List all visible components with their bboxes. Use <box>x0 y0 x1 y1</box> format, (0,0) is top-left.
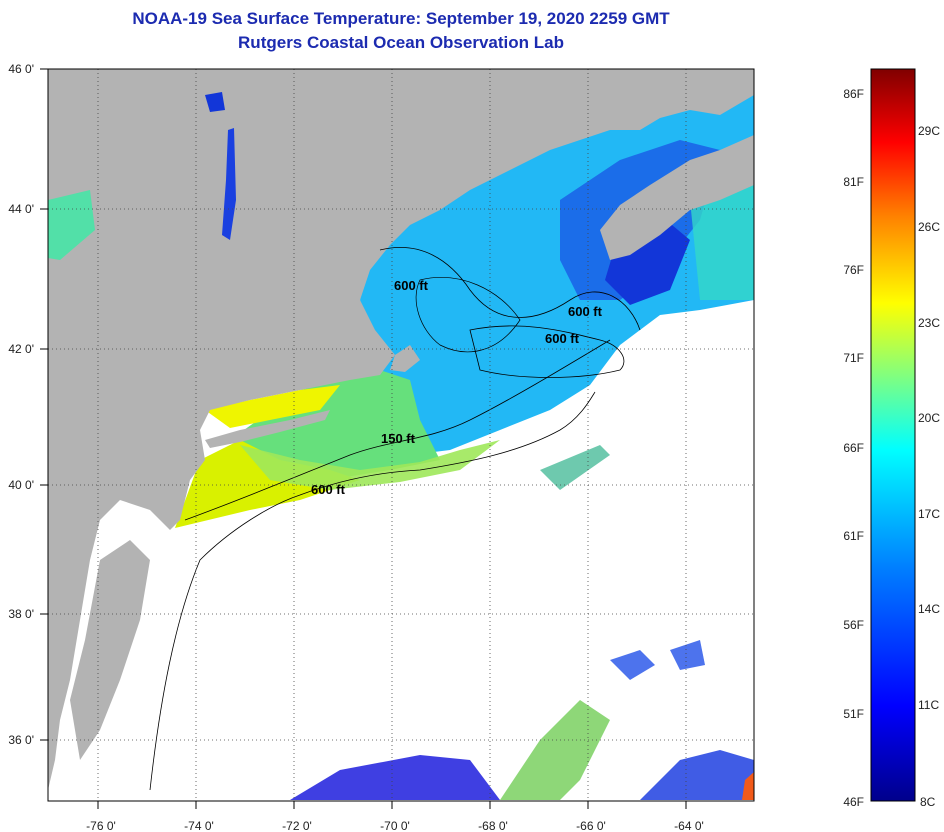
colorbar-label-f: 66F <box>843 441 864 455</box>
sst-offshore-streak <box>290 755 500 800</box>
sst-eastern-shelf <box>690 175 754 300</box>
contour-600ft-georges <box>469 325 625 378</box>
colorbar-label-f: 46F <box>843 795 864 809</box>
sst-long-island-sound <box>205 385 340 428</box>
contour-label-150ft: 150 ft <box>381 431 416 446</box>
sst-map: 600 ft 600 ft 600 ft 150 ft 600 ft -76 0… <box>8 62 755 832</box>
colorbar-label-c: 26C <box>918 220 940 234</box>
colorbar-label-c: 14C <box>918 602 940 616</box>
colorbar-label-f: 61F <box>843 529 864 543</box>
lon-label: -68 0' <box>478 819 508 832</box>
colorbar-label-c: 20C <box>918 411 940 425</box>
sst-offshore-warm-streak <box>500 700 610 800</box>
graticule <box>48 69 754 801</box>
contour-label-600ft-georges: 600 ft <box>545 331 580 346</box>
lat-label: 42 0' <box>8 342 34 356</box>
lon-label: -64 0' <box>674 819 704 832</box>
sst-offshore-blue-1 <box>640 750 754 800</box>
lat-label: 46 0' <box>8 62 34 76</box>
land-delmarva <box>70 540 150 760</box>
map-subtitle: Rutgers Coastal Ocean Observation Lab <box>238 33 564 52</box>
lon-label: -76 0' <box>86 819 116 832</box>
colorbar-label-f: 86F <box>843 87 864 101</box>
colorbar-label-f: 76F <box>843 263 864 277</box>
land-mainland <box>48 69 754 790</box>
sst-offshore-blue-2 <box>610 650 655 680</box>
colorbar-celsius-labels: 29C 26C 23C 20C 17C 14C 11C 8C <box>918 124 940 809</box>
land-nova-scotia <box>600 135 754 260</box>
colorbar-label-f: 56F <box>843 618 864 632</box>
lon-label: -74 0' <box>184 819 214 832</box>
land-long-island <box>205 410 330 448</box>
lat-label: 36 0' <box>8 733 34 747</box>
contour-150ft <box>184 339 611 521</box>
sst-gulf-stream-patch <box>540 445 610 490</box>
colorbar-label-f: 71F <box>843 351 864 365</box>
contour-600ft-gulf <box>379 247 641 331</box>
contour-label-600ft-ne: 600 ft <box>568 304 603 319</box>
sst-southern-edge <box>240 440 500 490</box>
lake-ontario <box>48 190 95 260</box>
lon-label: -66 0' <box>576 819 606 832</box>
colorbar-fahrenheit-labels: 86F 81F 76F 71F 66F 61F 56F 51F 46F <box>843 87 864 809</box>
contour-label-600ft-gulf: 600 ft <box>394 278 429 293</box>
map-title: NOAA-19 Sea Surface Temperature: Septemb… <box>132 9 670 28</box>
contour-basin-inner <box>415 277 521 353</box>
sst-offshore-blue-3 <box>670 640 705 670</box>
lon-label: -72 0' <box>282 819 312 832</box>
lon-label: -70 0' <box>380 819 410 832</box>
sst-offshore-hot-spot <box>742 772 754 800</box>
colorbar-label-f: 51F <box>843 707 864 721</box>
lat-label: 38 0' <box>8 607 34 621</box>
colorbar-label-c: 29C <box>918 124 940 138</box>
colorbar-gradient <box>870 68 916 802</box>
colorbar-label-f: 81F <box>843 175 864 189</box>
colorbar-label-c: 8C <box>920 795 936 809</box>
colorbar-label-c: 11C <box>918 698 939 712</box>
colorbar-label-c: 23C <box>918 316 940 330</box>
land-cape-cod <box>390 345 420 372</box>
lat-label: 44 0' <box>8 202 34 216</box>
lake-champlain <box>222 128 236 240</box>
lat-label: 40 0' <box>8 478 34 492</box>
sst-southern-ne-shelf <box>230 370 440 478</box>
contour-600ft-shelf-break <box>149 391 596 791</box>
map-frame <box>47 68 755 802</box>
lake-moosehead <box>205 92 225 112</box>
contour-label-600ft-shelf: 600 ft <box>311 482 346 497</box>
axis-ticks <box>40 68 687 809</box>
colorbar-label-c: 17C <box>918 507 940 521</box>
